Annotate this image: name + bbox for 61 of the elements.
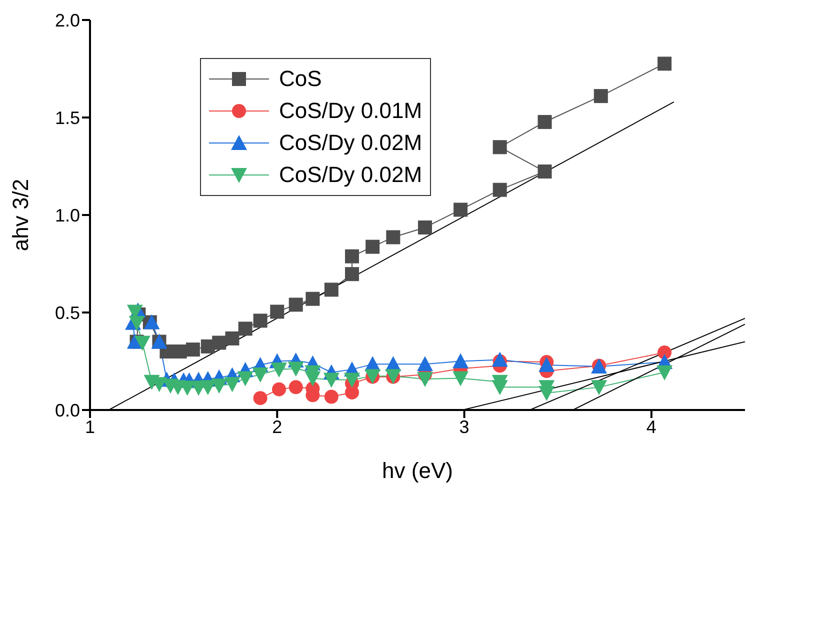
point	[416, 372, 433, 387]
point	[253, 314, 268, 328]
y-axis-title: ahv 3/2	[8, 178, 33, 252]
point	[656, 365, 673, 380]
point	[492, 182, 507, 197]
point	[237, 371, 254, 386]
point	[288, 380, 303, 394]
point	[324, 390, 338, 404]
point	[492, 380, 508, 396]
legend-label: CoS/Dy 0.02M	[279, 130, 422, 156]
point	[386, 230, 400, 244]
legend-label: CoS/Dy 0.02M	[279, 162, 422, 188]
point	[452, 353, 469, 368]
point	[658, 56, 672, 71]
point	[345, 267, 359, 282]
y-tick-label: 1.0	[54, 205, 80, 226]
point	[658, 345, 672, 360]
y-tick-label: 0.0	[54, 400, 80, 420]
y-tick-label: 2.0	[54, 10, 80, 30]
x-axis-title: hv (eV)	[382, 458, 453, 483]
point	[492, 140, 507, 154]
legend-label: CoS	[279, 66, 322, 92]
point	[591, 380, 608, 396]
point	[323, 372, 340, 388]
point	[288, 298, 303, 312]
point	[134, 336, 150, 351]
x-tick-label: 4	[646, 416, 656, 437]
point	[288, 362, 304, 377]
point	[272, 382, 286, 396]
point	[538, 114, 552, 129]
point	[271, 362, 288, 378]
point	[270, 304, 284, 319]
point	[538, 164, 552, 179]
point	[253, 391, 268, 406]
x-tick-label: 1	[84, 416, 96, 437]
point	[594, 89, 608, 104]
point	[128, 316, 145, 331]
point	[252, 368, 268, 383]
point	[225, 331, 240, 346]
x-tick-label: 2	[272, 416, 282, 437]
point	[324, 282, 338, 297]
point	[418, 220, 432, 234]
point	[186, 342, 200, 357]
point	[452, 371, 469, 386]
point	[416, 356, 433, 372]
point	[345, 249, 359, 264]
legend-label: CoS/Dy 0.01M	[279, 98, 422, 124]
point	[224, 377, 240, 392]
point	[200, 380, 216, 396]
point	[144, 314, 160, 330]
y-tick-label: 1.5	[54, 108, 80, 128]
point	[304, 371, 321, 386]
point	[238, 322, 252, 336]
x-tick-label: 3	[459, 416, 470, 437]
point	[366, 240, 380, 254]
y-tick-label: 0.5	[54, 302, 80, 323]
point	[306, 292, 320, 306]
point	[211, 378, 228, 394]
point	[538, 386, 555, 402]
point	[344, 372, 360, 388]
point	[454, 202, 468, 217]
